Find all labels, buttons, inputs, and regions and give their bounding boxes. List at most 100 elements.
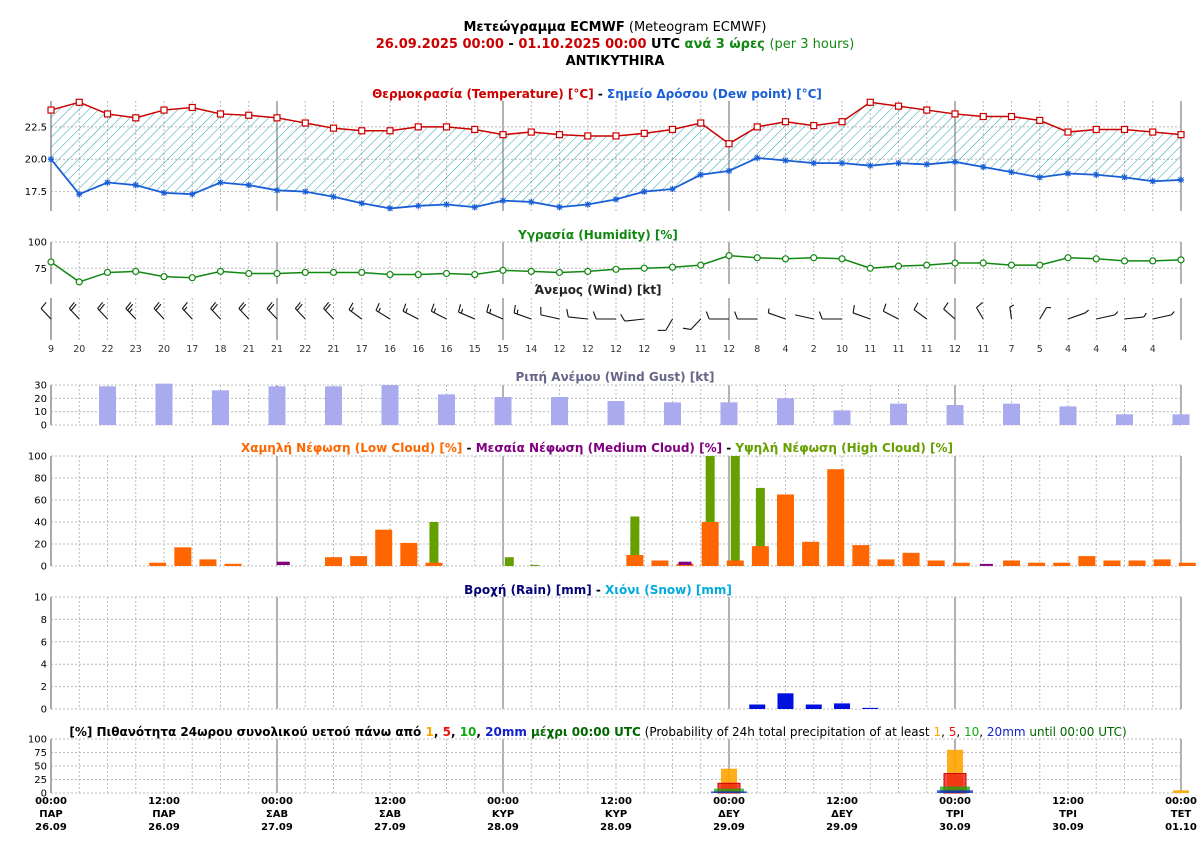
cloud-panel-ytick-label: 80	[34, 474, 47, 485]
low-cloud-title: Χαμηλή Νέφωση (Low Cloud) [%]	[241, 441, 462, 455]
humidity-point	[725, 252, 733, 260]
wind-barb-flag	[566, 308, 569, 318]
wind-barb	[1096, 311, 1119, 320]
humidity-point	[160, 273, 168, 281]
range-from: 26.09.2025 00:00	[376, 37, 504, 52]
temperature-point	[160, 106, 168, 114]
wind-barb-flag	[852, 304, 855, 314]
temperature-point	[1120, 125, 1129, 134]
dewpoint-point	[895, 160, 902, 166]
wind-barb-flag	[323, 301, 330, 309]
cloud-panel-ytick-label: 100	[28, 452, 47, 463]
wind-barb	[767, 308, 786, 320]
temperature-point	[442, 123, 451, 131]
prob-title-uc3: ,	[979, 725, 987, 739]
humidity-point	[1120, 257, 1129, 265]
temperature-point	[725, 140, 733, 148]
probability-bar	[940, 786, 970, 793]
humidity-point	[555, 268, 564, 277]
prob-title-p1: [%] Πιθανότητα 24ωρου συνολικού υετού πά…	[69, 725, 425, 739]
range-to: 01.10.2025 00:00	[518, 37, 646, 52]
probability-panel-ytick-label: 0	[41, 789, 47, 800]
gust-bar	[381, 385, 399, 425]
dewpoint-point	[330, 193, 337, 200]
time-axis-date: 01.10	[1165, 822, 1197, 833]
gust-bar	[833, 410, 851, 425]
wind-speed-label: 9	[669, 344, 675, 355]
dewpoint-point	[415, 202, 422, 209]
wind-barb-shaft	[624, 318, 645, 322]
temperature-point	[1149, 128, 1157, 136]
wind-barb-shaft	[1152, 314, 1172, 320]
wind-barb-shaft	[40, 308, 52, 320]
probability-panel-ytick-label: 75	[34, 748, 47, 759]
prob-title-t1: 1	[425, 725, 433, 739]
dewpoint-point	[387, 205, 393, 212]
wind-speed-label: 15	[469, 344, 481, 355]
wind-barb	[40, 301, 52, 320]
humidity-point	[697, 261, 705, 269]
temperature-title: Θερμοκρασία (Temperature) [°C]	[372, 87, 594, 101]
probability-bar	[1173, 790, 1189, 793]
temperature-point	[781, 118, 790, 126]
low-cloud-bar	[701, 522, 719, 566]
time-axis-date: 29.09	[826, 822, 858, 833]
humidity-point	[245, 269, 253, 278]
time-axis-date: 26.09	[148, 822, 180, 833]
time-axis-day: ΤΡΙ	[1059, 809, 1077, 820]
temperature-point	[612, 132, 620, 140]
low-cloud-bar	[325, 557, 343, 566]
temperature-point	[555, 131, 564, 139]
wind-barb-flag	[210, 301, 217, 309]
gust-panel-ytick-label: 0	[41, 421, 47, 432]
wind-barb-flag	[592, 311, 597, 320]
wind-barb-flag	[296, 303, 303, 311]
wind-barb-shaft	[1124, 316, 1145, 320]
temperature-point	[979, 112, 987, 121]
wind-speed-label: 15	[497, 344, 509, 355]
prob-title-u5: 5	[949, 725, 957, 739]
low-cloud-bar	[1103, 560, 1121, 566]
prob-title-t10: 10	[460, 725, 477, 739]
dewpoint-point	[189, 191, 196, 198]
wind-barb-flag	[433, 308, 437, 313]
wind-speed-label: 11	[977, 344, 989, 355]
wind-barb-flag	[375, 302, 380, 311]
wind-barb-shaft	[768, 312, 786, 320]
wind-barb-flag	[266, 301, 273, 309]
wind-speed-label: 21	[271, 344, 283, 355]
wind-speed-label: 18	[214, 344, 226, 355]
temperature-point	[103, 110, 112, 118]
humidity-panel-ytick-label: 100	[28, 238, 47, 249]
medium-cloud-bar	[276, 561, 290, 565]
dewpoint-point	[443, 201, 450, 208]
dewpoint-point	[923, 161, 930, 168]
low-cloud-bar	[726, 560, 744, 566]
time-axis-hour: 00:00	[487, 796, 519, 807]
temperature-point	[866, 98, 874, 106]
rain-title-sep: -	[592, 583, 605, 597]
title-english: (Meteogram ECMWF)	[629, 20, 767, 35]
dewpoint-point	[245, 182, 252, 188]
medium-cloud-bar	[979, 563, 993, 566]
prob-title-p3: (Probability of 24h total precipitation …	[641, 725, 934, 739]
time-axis-date: 28.09	[600, 822, 632, 833]
dewpoint-point	[726, 168, 732, 174]
prob-title-u10: 10	[964, 725, 979, 739]
wind-barb	[852, 304, 871, 320]
wind-barb-flag	[405, 308, 408, 313]
rain-bar	[862, 707, 879, 709]
chart-title: Μετεώγραμμα ECMWF (Meteogram ECMWF)	[463, 20, 766, 35]
low-cloud-bar	[1178, 562, 1196, 566]
wind-barb	[486, 304, 504, 320]
wind-barb-flag	[68, 301, 75, 309]
time-axis-date: 27.09	[261, 822, 293, 833]
time-axis-day: ΤΕΤ	[1171, 809, 1192, 820]
humidity-point	[612, 265, 620, 273]
gust-bar	[946, 405, 964, 425]
wind-speed-label: 5	[1037, 344, 1043, 355]
dewpoint-point	[104, 179, 111, 186]
wind-barb-flag	[976, 301, 983, 309]
low-cloud-bar	[802, 541, 820, 566]
cloud-panel-title: Χαμηλή Νέφωση (Low Cloud) [%] - Μεσαία Ν…	[241, 441, 953, 455]
